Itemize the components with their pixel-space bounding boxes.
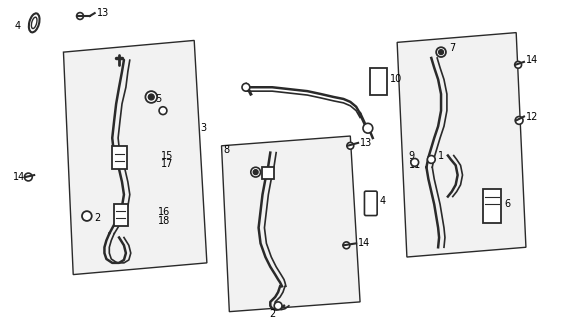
- Text: 13: 13: [360, 138, 372, 148]
- Circle shape: [145, 91, 157, 103]
- Circle shape: [363, 123, 373, 133]
- Text: 4: 4: [380, 196, 386, 206]
- Text: 7: 7: [449, 43, 455, 53]
- Text: 14: 14: [526, 55, 538, 65]
- Circle shape: [343, 242, 350, 249]
- Polygon shape: [63, 40, 207, 275]
- Circle shape: [438, 50, 444, 55]
- Circle shape: [82, 211, 92, 221]
- Bar: [370, 68, 388, 95]
- Text: 3: 3: [200, 123, 206, 133]
- Circle shape: [515, 61, 521, 68]
- Text: 2: 2: [95, 213, 101, 223]
- Circle shape: [347, 142, 354, 149]
- Bar: [112, 146, 127, 169]
- Circle shape: [251, 167, 260, 177]
- Polygon shape: [221, 136, 360, 312]
- Circle shape: [159, 107, 167, 115]
- Circle shape: [436, 47, 446, 57]
- Text: 16: 16: [158, 207, 171, 217]
- Bar: [114, 204, 128, 226]
- Bar: [263, 167, 274, 179]
- Text: 18: 18: [158, 216, 171, 226]
- Circle shape: [411, 158, 419, 166]
- Ellipse shape: [29, 13, 40, 32]
- FancyBboxPatch shape: [364, 191, 377, 216]
- Circle shape: [253, 170, 258, 175]
- Text: 17: 17: [161, 159, 173, 169]
- Text: 5: 5: [155, 94, 162, 104]
- Bar: [483, 189, 501, 223]
- Text: 11: 11: [409, 160, 421, 170]
- Text: 8: 8: [224, 145, 229, 155]
- Text: 15: 15: [161, 150, 173, 161]
- Text: 4: 4: [15, 21, 21, 31]
- Circle shape: [77, 12, 84, 20]
- Text: 14: 14: [358, 238, 371, 248]
- Ellipse shape: [32, 17, 37, 28]
- Circle shape: [274, 302, 282, 310]
- Text: 13: 13: [97, 8, 109, 18]
- Text: 2: 2: [269, 308, 275, 319]
- Text: 1: 1: [438, 150, 444, 161]
- Circle shape: [515, 116, 523, 124]
- Circle shape: [242, 83, 250, 91]
- Text: 6: 6: [505, 199, 511, 209]
- Circle shape: [427, 156, 435, 163]
- Text: 9: 9: [409, 150, 415, 161]
- Circle shape: [149, 94, 154, 100]
- Circle shape: [24, 173, 32, 181]
- Text: 10: 10: [390, 75, 403, 84]
- Polygon shape: [397, 33, 526, 257]
- Text: 12: 12: [526, 112, 538, 122]
- Text: 14: 14: [13, 172, 25, 182]
